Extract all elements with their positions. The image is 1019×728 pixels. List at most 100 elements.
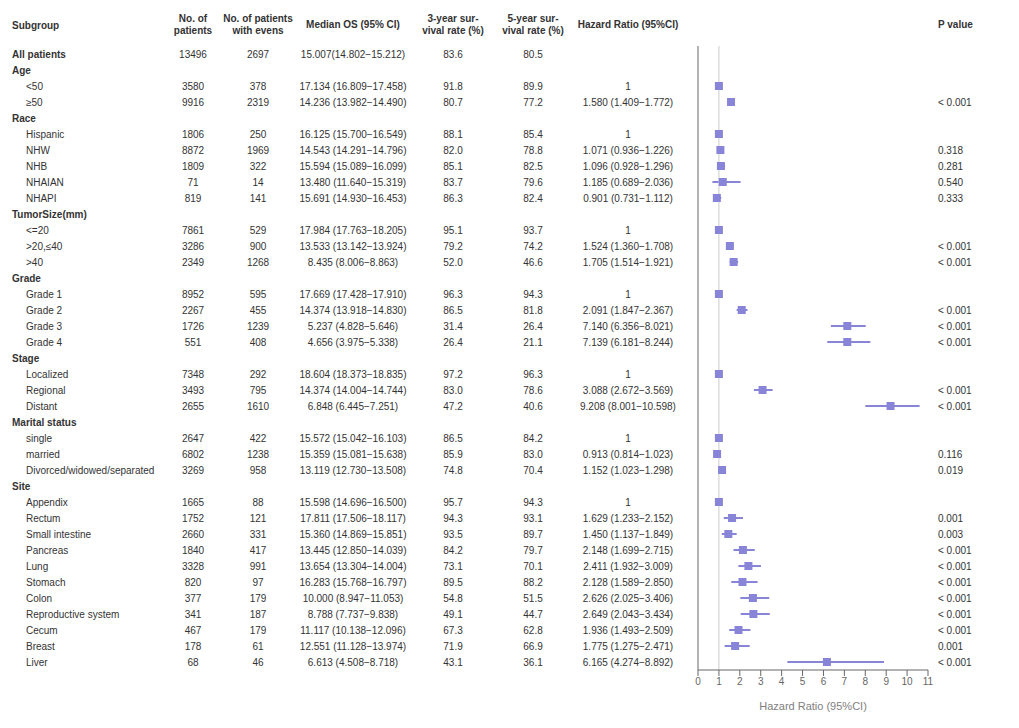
svg-text:70.4: 70.4 (523, 465, 543, 476)
svg-text:Grade 1: Grade 1 (26, 289, 63, 300)
svg-text:1268: 1268 (247, 257, 270, 268)
svg-text:341: 341 (185, 609, 202, 620)
svg-text:Hazard Ratio (95%CI): Hazard Ratio (95%CI) (759, 700, 867, 712)
svg-text:14.374 (14.004−14.744): 14.374 (14.004−14.744) (299, 385, 406, 396)
svg-text:1726: 1726 (182, 321, 205, 332)
svg-text:83.6: 83.6 (443, 49, 463, 60)
svg-text:331: 331 (250, 529, 267, 540)
svg-text:17.984 (17.763−18.205): 17.984 (17.763−18.205) (299, 225, 406, 236)
svg-text:61: 61 (252, 641, 264, 652)
svg-text:0.003: 0.003 (938, 529, 963, 540)
svg-text:2647: 2647 (182, 433, 205, 444)
svg-text:17.134 (16.809−17.458): 17.134 (16.809−17.458) (299, 81, 406, 92)
svg-text:1.071 (0.936−1.226): 1.071 (0.936−1.226) (583, 145, 673, 156)
svg-text:NHAPI: NHAPI (26, 193, 57, 204)
svg-text:13.119 (12.730−13.508): 13.119 (12.730−13.508) (300, 465, 406, 476)
svg-text:15.594 (15.089−16.099): 15.594 (15.089−16.099) (299, 161, 406, 172)
svg-text:2.148 (1.699−2.715): 2.148 (1.699−2.715) (583, 545, 673, 556)
svg-text:378: 378 (250, 81, 267, 92)
svg-text:Cecum: Cecum (26, 625, 58, 636)
svg-text:< 0.001: < 0.001 (938, 241, 972, 252)
svg-text:Site: Site (12, 481, 31, 492)
svg-text:36.1: 36.1 (523, 657, 543, 668)
svg-text:< 0.001: < 0.001 (938, 385, 972, 396)
svg-text:82.5: 82.5 (523, 161, 543, 172)
svg-text:3269: 3269 (182, 465, 205, 476)
svg-text:< 0.001: < 0.001 (938, 97, 972, 108)
svg-text:Grade 3: Grade 3 (26, 321, 63, 332)
svg-text:< 0.001: < 0.001 (938, 609, 972, 620)
svg-text:91.8: 91.8 (443, 81, 463, 92)
svg-text:86.5: 86.5 (443, 305, 463, 316)
svg-text:1665: 1665 (182, 497, 205, 508)
svg-text:94.3: 94.3 (443, 513, 463, 524)
svg-text:Appendix: Appendix (26, 497, 68, 508)
svg-text:21.1: 21.1 (523, 337, 543, 348)
svg-text:NHB: NHB (26, 161, 47, 172)
svg-text:26.4: 26.4 (443, 337, 463, 348)
svg-text:Rectum: Rectum (26, 513, 60, 524)
svg-text:6802: 6802 (182, 449, 205, 460)
svg-text:3.088 (2.672−3.569): 3.088 (2.672−3.569) (583, 385, 673, 396)
svg-text:74.2: 74.2 (523, 241, 543, 252)
svg-text:8: 8 (862, 676, 868, 687)
svg-text:70.1: 70.1 (523, 561, 543, 572)
svg-text:2697: 2697 (247, 49, 270, 60)
svg-text:13.480 (11.640−15.319): 13.480 (11.640−15.319) (300, 177, 406, 188)
svg-text:0: 0 (695, 676, 701, 687)
svg-text:1: 1 (625, 369, 631, 380)
svg-text:80.5: 80.5 (523, 49, 543, 60)
svg-text:15.572 (15.042−16.103): 15.572 (15.042−16.103) (299, 433, 406, 444)
svg-text:13.533 (13.142−13.924): 13.533 (13.142−13.924) (299, 241, 406, 252)
svg-text:Small intestine: Small intestine (26, 529, 91, 540)
svg-text:1: 1 (625, 81, 631, 92)
svg-text:88.2: 88.2 (523, 577, 543, 588)
svg-text:1.450 (1.137−1.849): 1.450 (1.137−1.849) (583, 529, 673, 540)
svg-text:TumorSize(mm): TumorSize(mm) (12, 209, 87, 220)
svg-text:1: 1 (625, 497, 631, 508)
svg-text:67.3: 67.3 (443, 625, 463, 636)
svg-text:9916: 9916 (182, 97, 205, 108)
svg-text:Breast: Breast (26, 641, 55, 652)
svg-text:1.580 (1.409−1.772): 1.580 (1.409−1.772) (583, 97, 673, 108)
svg-text:62.8: 62.8 (523, 625, 543, 636)
svg-text:1239: 1239 (247, 321, 270, 332)
svg-text:83.0: 83.0 (443, 385, 463, 396)
svg-text:0.281: 0.281 (938, 161, 963, 172)
svg-text:1610: 1610 (247, 401, 270, 412)
svg-text:2660: 2660 (182, 529, 205, 540)
svg-text:< 0.001: < 0.001 (938, 625, 972, 636)
svg-text:52.0: 52.0 (443, 257, 463, 268)
svg-text:Hispanic: Hispanic (26, 129, 64, 140)
svg-text:26.4: 26.4 (523, 321, 543, 332)
svg-text:49.1: 49.1 (443, 609, 463, 620)
svg-text:1.936 (1.493−2.509): 1.936 (1.493−2.509) (583, 625, 673, 636)
svg-text:6.613 (4.508−8.718): 6.613 (4.508−8.718) (308, 657, 398, 668)
svg-text:8.788 (7.737−9.838): 8.788 (7.737−9.838) (308, 609, 398, 620)
svg-text:795: 795 (250, 385, 267, 396)
svg-text:1: 1 (625, 129, 631, 140)
svg-text:0.116: 0.116 (938, 449, 963, 460)
svg-text:7861: 7861 (182, 225, 205, 236)
svg-text:1806: 1806 (182, 129, 205, 140)
svg-text:0.318: 0.318 (938, 145, 963, 156)
svg-text:94.3: 94.3 (523, 497, 543, 508)
svg-text:595: 595 (250, 289, 267, 300)
svg-text:Age: Age (12, 65, 31, 76)
svg-text:88.1: 88.1 (443, 129, 463, 140)
svg-text:2: 2 (737, 676, 743, 687)
svg-text:551: 551 (185, 337, 202, 348)
svg-text:84.2: 84.2 (523, 433, 543, 444)
svg-text:1.629 (1.233−2.152): 1.629 (1.233−2.152) (583, 513, 673, 524)
svg-text:377: 377 (185, 593, 202, 604)
svg-text:Grade 2: Grade 2 (26, 305, 63, 316)
svg-text:529: 529 (250, 225, 267, 236)
svg-text:97.2: 97.2 (443, 369, 463, 380)
svg-text:Marital status: Marital status (12, 417, 77, 428)
svg-text:79.6: 79.6 (523, 177, 543, 188)
svg-text:8872: 8872 (182, 145, 205, 156)
svg-text:81.8: 81.8 (523, 305, 543, 316)
svg-text:2349: 2349 (182, 257, 205, 268)
svg-text:2267: 2267 (182, 305, 205, 316)
svg-text:Stage: Stage (12, 353, 40, 364)
